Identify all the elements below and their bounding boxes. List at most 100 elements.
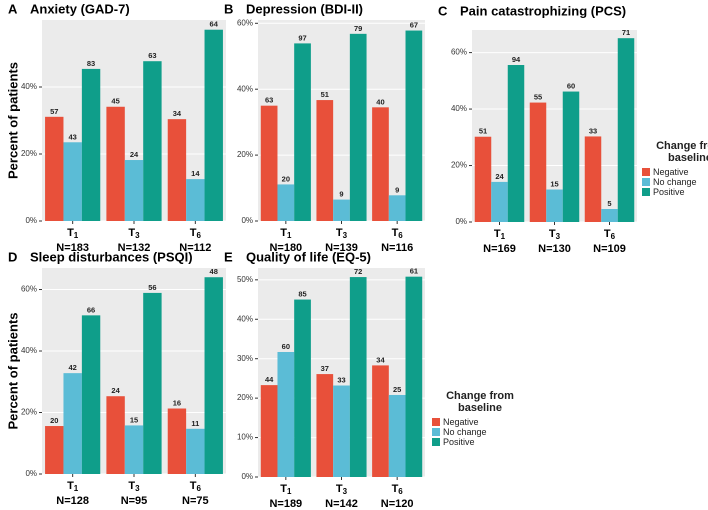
bar [186, 179, 205, 221]
x-tick-count: N=189 [269, 498, 302, 510]
panel-letter: D [8, 249, 17, 264]
bar-count-label: 44 [265, 375, 274, 384]
bar [562, 91, 580, 222]
bar [294, 299, 311, 477]
bar-count-label: 33 [589, 126, 597, 135]
legend-label: Negative [443, 417, 479, 427]
bar [372, 365, 389, 477]
legend-swatch [432, 438, 440, 446]
bar [507, 65, 525, 222]
x-tick-count: N=132 [118, 242, 151, 254]
y-tick-label: 20% [237, 150, 253, 159]
panel-letter: B [224, 1, 233, 16]
x-tick-count: N=130 [538, 243, 571, 255]
panel-title: Quality of life (EQ-5) [246, 249, 371, 264]
panel-title: Depression (BDI-II) [246, 1, 363, 16]
x-tick-count: N=95 [121, 495, 148, 507]
bar-count-label: 72 [354, 267, 362, 276]
legend-swatch [642, 168, 650, 176]
bar-count-label: 42 [68, 363, 76, 372]
y-tick-label: 40% [451, 104, 467, 113]
bar [372, 107, 389, 221]
x-tick-label: T3 [128, 480, 140, 493]
bar-count-label: 97 [298, 33, 306, 42]
bar-count-label: 15 [550, 180, 558, 189]
bar-count-label: 83 [87, 59, 95, 68]
bar-count-label: 85 [298, 290, 306, 299]
legend-entry: Negative [432, 417, 528, 427]
x-tick-label: T1 [280, 483, 292, 496]
y-tick-label: 60% [21, 285, 37, 294]
bar-count-label: 20 [282, 174, 290, 183]
bar-count-label: 48 [210, 267, 218, 276]
bar [349, 33, 367, 222]
bar [546, 189, 563, 222]
y-tick-label: 0% [241, 216, 253, 225]
bar-count-label: 20 [50, 416, 58, 425]
x-tick-label: T6 [190, 480, 202, 493]
bar-count-label: 79 [354, 24, 362, 33]
bar-count-label: 9 [395, 185, 399, 194]
bar [63, 373, 82, 474]
panel-letter: A [8, 1, 18, 16]
bar-count-label: 16 [173, 398, 181, 407]
panel-letter: C [438, 3, 448, 18]
y-tick-label: 20% [21, 149, 37, 158]
bar [277, 351, 295, 477]
bar [388, 195, 406, 221]
bar [45, 116, 64, 221]
y-tick-label: 0% [25, 469, 37, 478]
bar [277, 184, 295, 221]
bar [405, 276, 423, 477]
y-tick-label: 30% [237, 354, 253, 363]
legend-title: Change from baseline [446, 390, 514, 414]
bar [316, 100, 334, 221]
x-tick-count: N=169 [483, 243, 516, 255]
legend-title: Change from baseline [656, 140, 708, 164]
x-tick-label: T1 [67, 480, 79, 493]
x-tick-count: N=112 [179, 242, 211, 254]
bar-count-label: 43 [68, 132, 76, 141]
legend-label: No change [653, 177, 697, 187]
bar-count-label: 37 [321, 364, 329, 373]
x-tick-count: N=116 [381, 242, 413, 254]
x-tick-count: N=183 [56, 242, 89, 254]
bar-count-label: 40 [376, 97, 384, 106]
bar [124, 425, 144, 474]
bar [260, 385, 278, 477]
bar [584, 136, 602, 222]
y-axis-label: Percent of patients [5, 62, 20, 179]
bar-count-label: 24 [111, 386, 120, 395]
bar [167, 408, 187, 474]
bar [333, 385, 350, 477]
y-tick-label: 60% [451, 48, 467, 57]
bar-count-label: 63 [148, 51, 156, 60]
bar-count-label: 60 [567, 82, 575, 91]
bar-count-label: 11 [191, 419, 199, 428]
bar-count-label: 94 [512, 55, 521, 64]
bar-count-label: 34 [173, 109, 182, 118]
bar [124, 160, 144, 221]
bar [405, 30, 423, 221]
bar [106, 106, 125, 221]
y-axis-label: Percent of patients [5, 312, 20, 429]
bar-count-label: 15 [130, 415, 138, 424]
bar-count-label: 60 [282, 342, 290, 351]
y-tick-label: 0% [25, 216, 37, 225]
x-tick-label: T1 [494, 228, 506, 241]
bar-count-label: 24 [130, 150, 139, 159]
x-tick-label: T3 [128, 227, 140, 240]
x-tick-label: T1 [67, 227, 79, 240]
bar-count-label: 64 [210, 20, 219, 29]
x-tick-label: T3 [549, 228, 561, 241]
bar [63, 142, 82, 221]
bar [167, 119, 187, 221]
y-tick-label: 20% [237, 393, 253, 402]
bar [186, 428, 205, 474]
bar [529, 102, 547, 222]
y-tick-label: 40% [21, 82, 37, 91]
bar [143, 61, 162, 221]
legend-swatch [432, 428, 440, 436]
